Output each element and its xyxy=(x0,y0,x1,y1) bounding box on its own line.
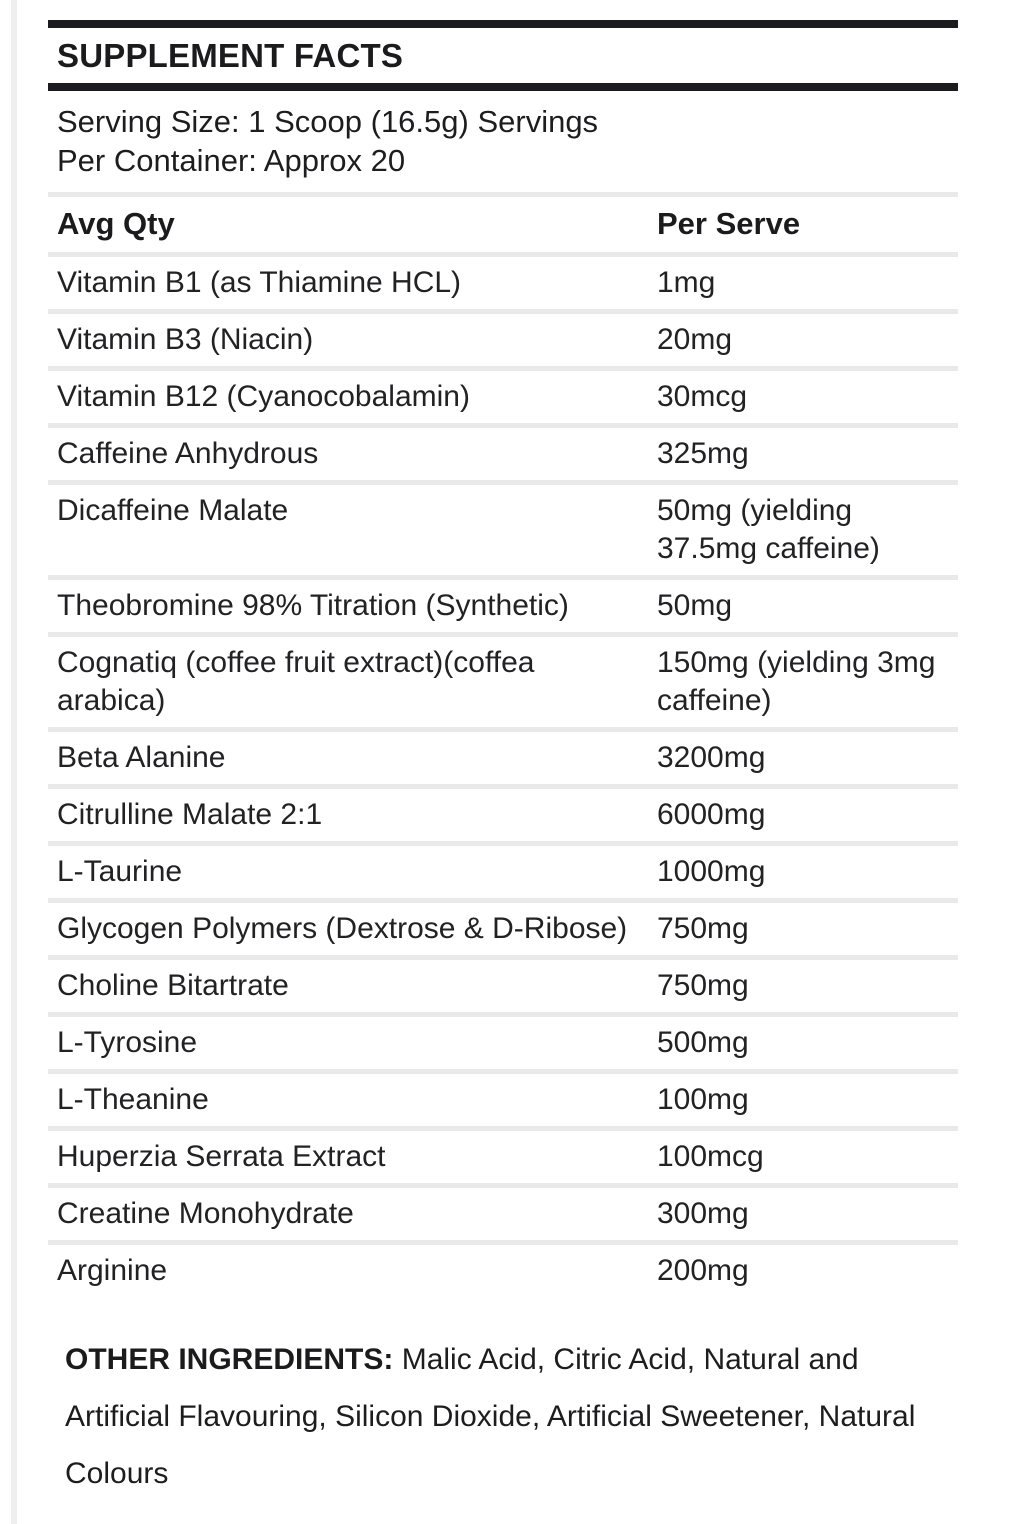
amount-cell: 20mg xyxy=(657,323,733,356)
table-row: L-Theanine 100mg xyxy=(48,1069,958,1126)
other-ingredients: OTHER INGREDIENTS: Malic Acid, Citric Ac… xyxy=(65,1331,943,1502)
table-row: Dicaffeine Malate 50mg (yielding 37.5mg … xyxy=(48,480,958,575)
ingredient-name-cell: Creatine Monohydrate xyxy=(57,1197,354,1230)
amount-cell: 3200mg xyxy=(657,741,766,774)
table-row: Choline Bitartrate 750mg xyxy=(48,955,958,1012)
amount-cell: 750mg xyxy=(657,969,749,1002)
amount-cell: 1000mg xyxy=(657,855,766,888)
amount-cell: 100mcg xyxy=(657,1140,764,1173)
table-row: Arginine 200mg xyxy=(48,1240,958,1297)
amount-cell: 200mg xyxy=(657,1254,749,1287)
serving-info: Serving Size: 1 Scoop (16.5g) Servings P… xyxy=(48,91,958,192)
header-per-serve: Per Serve xyxy=(657,206,801,241)
amount-cell: 100mg xyxy=(657,1083,749,1116)
ingredient-name-cell: Caffeine Anhydrous xyxy=(57,437,319,470)
amount-cell: 1mg xyxy=(657,266,716,299)
facts-table-body: Vitamin B1 (as Thiamine HCL) 1mg Vitamin… xyxy=(48,252,958,1297)
table-row: Vitamin B3 (Niacin) 20mg xyxy=(48,309,958,366)
ingredient-name-cell: Choline Bitartrate xyxy=(57,969,289,1002)
table-row: Theobromine 98% Titration (Synthetic) 50… xyxy=(48,575,958,632)
top-rule xyxy=(48,20,958,28)
amount-cell: 325mg xyxy=(657,437,749,470)
header-avg-qty: Avg Qty xyxy=(57,206,175,241)
ingredient-name-cell: Vitamin B1 (as Thiamine HCL) xyxy=(57,266,462,299)
table-row: Caffeine Anhydrous 325mg xyxy=(48,423,958,480)
table-row: Beta Alanine 3200mg xyxy=(48,727,958,784)
amount-cell: 500mg xyxy=(657,1026,749,1059)
table-row: Vitamin B12 (Cyanocobalamin) 30mcg xyxy=(48,366,958,423)
table-row: Citrulline Malate 2:1 6000mg xyxy=(48,784,958,841)
ingredient-name-cell: L-Taurine xyxy=(57,855,183,888)
title-bottom-rule xyxy=(48,83,958,91)
ingredient-name-cell: L-Theanine xyxy=(57,1083,209,1116)
supplement-facts-panel: SUPPLEMENT FACTS Serving Size: 1 Scoop (… xyxy=(48,20,958,1502)
facts-table: Avg Qty Per Serve Vitamin B1 (as Thiamin… xyxy=(48,192,958,1297)
amount-cell: 50mg (yielding 37.5mg caffeine) xyxy=(657,494,880,565)
amount-cell: 150mg (yielding 3mg caffeine) xyxy=(657,646,936,717)
facts-table-header: Avg Qty Per Serve xyxy=(48,192,958,252)
table-row: Creatine Monohydrate 300mg xyxy=(48,1183,958,1240)
amount-cell: 6000mg xyxy=(657,798,766,831)
ingredient-name-cell: Beta Alanine xyxy=(57,741,226,774)
ingredient-name-cell: Dicaffeine Malate xyxy=(57,494,289,527)
ingredient-name-cell: Arginine xyxy=(57,1254,168,1287)
ingredient-name-cell: Vitamin B3 (Niacin) xyxy=(57,323,314,356)
table-row: Huperzia Serrata Extract 100mcg xyxy=(48,1126,958,1183)
ingredient-name-cell: Glycogen Polymers (Dextrose & D-Ribose) xyxy=(57,912,628,945)
ingredient-name-cell: L-Tyrosine xyxy=(57,1026,198,1059)
table-row: Vitamin B1 (as Thiamine HCL) 1mg xyxy=(48,252,958,309)
other-ingredients-text: Malic Acid, Citric Acid, Natural and Art… xyxy=(65,1343,916,1490)
ingredient-name-cell: Cognatiq (coffee fruit extract)(coffea a… xyxy=(57,646,535,717)
amount-cell: 30mcg xyxy=(657,380,748,413)
panel-title: SUPPLEMENT FACTS xyxy=(57,37,404,74)
ingredient-name-cell: Theobromine 98% Titration (Synthetic) xyxy=(57,589,569,622)
servings-per-container-line: Per Container: Approx 20 xyxy=(57,143,406,178)
table-row: Cognatiq (coffee fruit extract)(coffea a… xyxy=(48,632,958,727)
amount-cell: 300mg xyxy=(657,1197,749,1230)
serving-size-line: Serving Size: 1 Scoop (16.5g) Servings xyxy=(57,104,599,139)
ingredient-name-cell: Citrulline Malate 2:1 xyxy=(57,798,323,831)
ingredient-name-cell: Huperzia Serrata Extract xyxy=(57,1140,386,1173)
table-row: L-Taurine 1000mg xyxy=(48,841,958,898)
amount-cell: 50mg xyxy=(657,589,733,622)
table-row: Glycogen Polymers (Dextrose & D-Ribose) … xyxy=(48,898,958,955)
amount-cell: 750mg xyxy=(657,912,749,945)
other-ingredients-label: OTHER INGREDIENTS: xyxy=(65,1343,394,1376)
ingredient-name-cell: Vitamin B12 (Cyanocobalamin) xyxy=(57,380,470,413)
left-edge-strip xyxy=(11,0,17,1524)
table-row: L-Tyrosine 500mg xyxy=(48,1012,958,1069)
